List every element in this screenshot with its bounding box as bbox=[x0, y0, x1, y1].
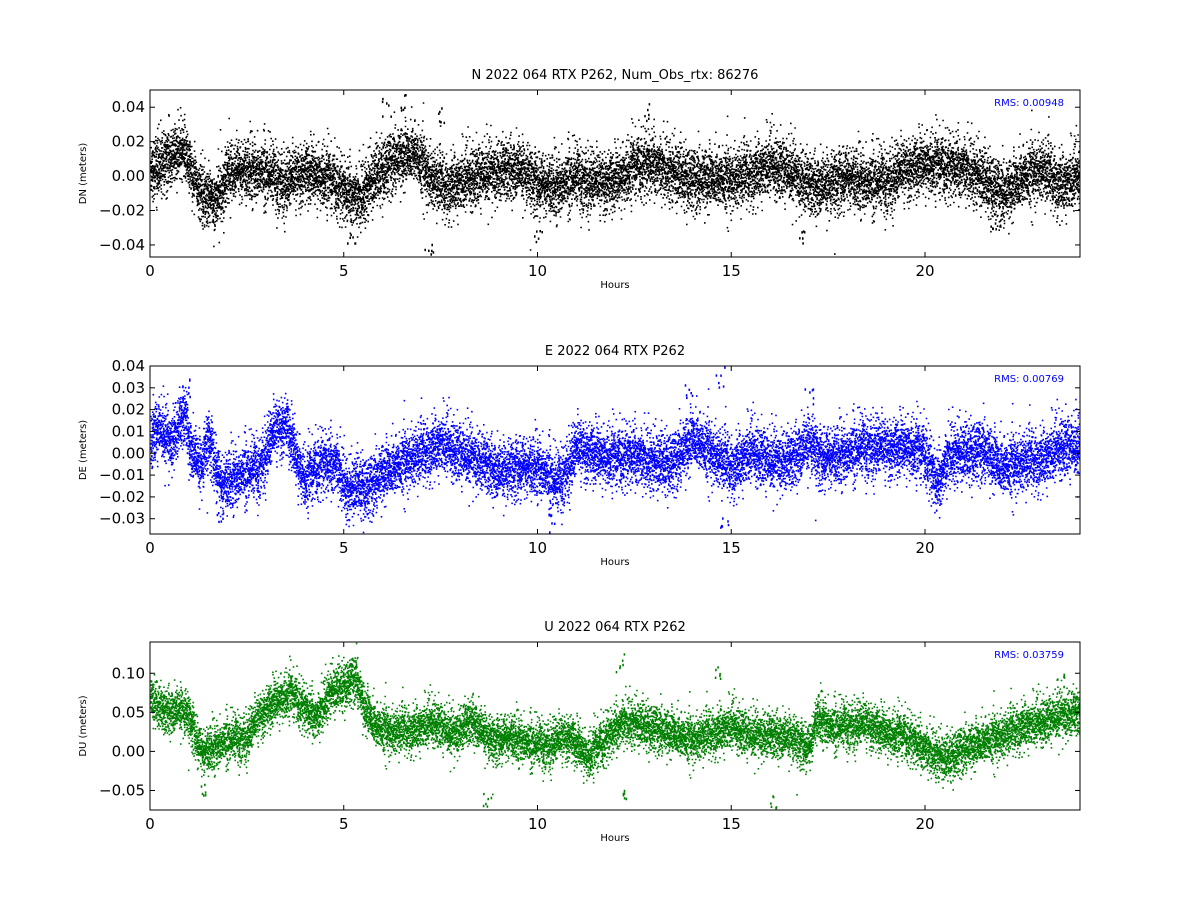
y-axis-label: DU (meters) bbox=[78, 695, 89, 756]
x-tick-label: 5 bbox=[339, 539, 349, 557]
x-tick-label: 20 bbox=[915, 262, 934, 280]
y-tick-label: −0.05 bbox=[99, 781, 145, 799]
y-tick-label: 0.00 bbox=[112, 742, 145, 760]
x-tick-label: 15 bbox=[722, 262, 741, 280]
y-tick-label: 0.00 bbox=[112, 444, 145, 462]
panel-2: U 2022 064 RTX P262 0 5 10 15 20 −0.05 0.00 0.05… bbox=[78, 620, 1081, 844]
y-tick-label: −0.01 bbox=[99, 466, 145, 484]
y-tick-label: 0.01 bbox=[112, 422, 145, 440]
data-point-cloud bbox=[150, 94, 1080, 256]
x-axis-label: Hours bbox=[600, 280, 629, 291]
axes-frame bbox=[149, 89, 1081, 258]
x-tick-label: 20 bbox=[915, 539, 934, 557]
x-tick-label: 5 bbox=[339, 262, 349, 280]
rms-annotation: RMS: 0.03759 bbox=[994, 650, 1064, 661]
y-tick-label: 0.04 bbox=[112, 98, 145, 116]
x-tick-label: 15 bbox=[722, 539, 741, 557]
y-tick-label: 0.10 bbox=[112, 664, 145, 682]
y-tick-label: 0.05 bbox=[112, 703, 145, 721]
data-points bbox=[150, 94, 1080, 256]
data-points bbox=[150, 366, 1080, 534]
data-point-cloud bbox=[150, 366, 1080, 534]
x-tick-label: 10 bbox=[528, 815, 547, 833]
panel-0: N 2022 064 RTX P262, Num_Obs_rtx: 86276 0… bbox=[78, 68, 1081, 291]
data-point-cloud bbox=[150, 642, 1080, 810]
y-tick-label: 0.02 bbox=[112, 401, 145, 419]
y-tick-label: −0.04 bbox=[99, 236, 145, 254]
x-tick-label: 15 bbox=[722, 815, 741, 833]
x-tick-label: 5 bbox=[339, 815, 349, 833]
x-tick-label: 10 bbox=[528, 539, 547, 557]
x-tick-label: 20 bbox=[915, 815, 934, 833]
y-tick-label: 0.02 bbox=[112, 133, 145, 151]
rms-annotation: RMS: 0.00948 bbox=[994, 98, 1064, 109]
axes-frame bbox=[149, 641, 1081, 811]
data-points bbox=[150, 642, 1080, 810]
y-tick-label: −0.02 bbox=[99, 202, 145, 220]
axes-frame bbox=[149, 365, 1081, 535]
x-axis-label: Hours bbox=[600, 557, 629, 568]
y-tick-label: 0.04 bbox=[112, 357, 145, 375]
x-tick-label: 0 bbox=[145, 539, 155, 557]
panel-title: E 2022 064 RTX P262 bbox=[545, 344, 685, 359]
panel-title: U 2022 064 RTX P262 bbox=[544, 620, 686, 635]
panel-1: E 2022 064 RTX P262 0 5 10 15 20 −0.03 −0.02 −0.… bbox=[78, 344, 1081, 568]
y-tick-label: 0.00 bbox=[112, 167, 145, 185]
y-axis-label: DN (meters) bbox=[78, 143, 89, 205]
x-tick-label: 0 bbox=[145, 815, 155, 833]
x-tick-label: 10 bbox=[528, 262, 547, 280]
y-axis-label: DE (meters) bbox=[78, 420, 89, 480]
x-tick-label: 0 bbox=[145, 262, 155, 280]
y-tick-label: −0.03 bbox=[99, 510, 145, 528]
x-axis-label: Hours bbox=[600, 833, 629, 844]
panel-title: N 2022 064 RTX P262, Num_Obs_rtx: 86276 bbox=[472, 68, 759, 83]
y-tick-label: 0.03 bbox=[112, 379, 145, 397]
y-tick-label: −0.02 bbox=[99, 488, 145, 506]
rms-annotation: RMS: 0.00769 bbox=[994, 374, 1064, 385]
